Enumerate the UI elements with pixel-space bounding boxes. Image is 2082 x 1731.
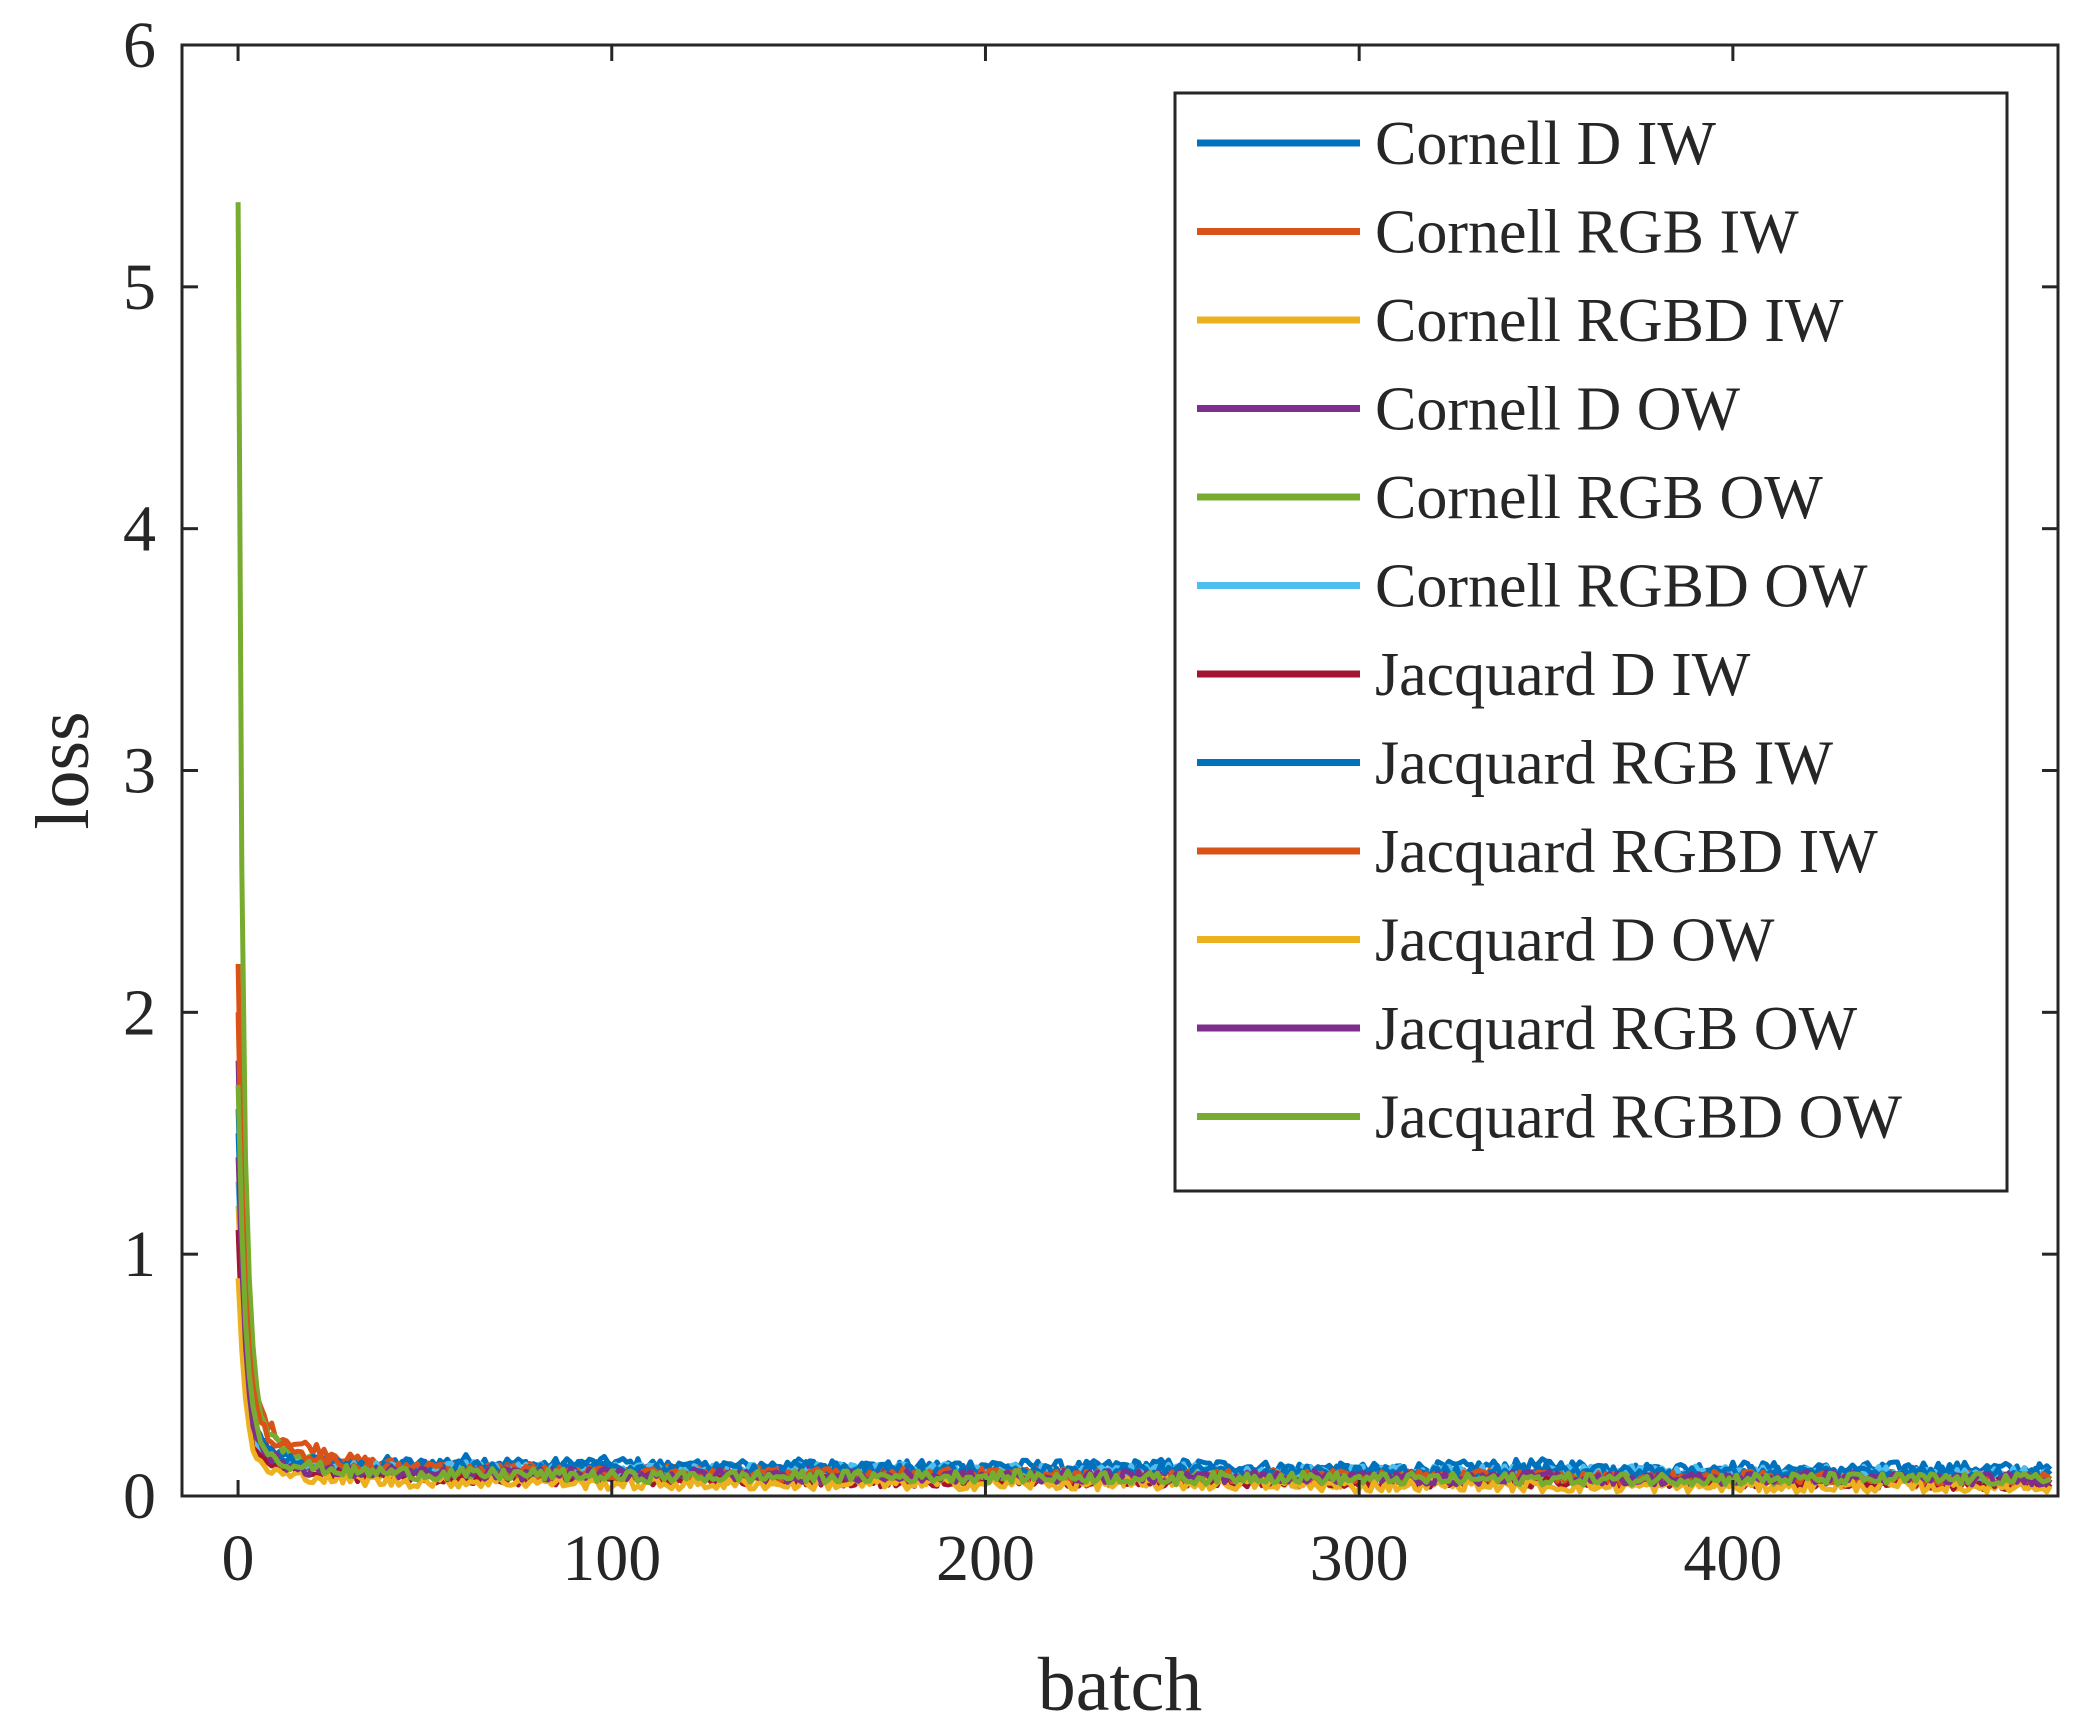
series-line-12 (235, 1084, 2052, 1488)
legend-label: Cornell RGB OW (1375, 464, 1823, 532)
legend-label: Cornell RGBD OW (1375, 553, 1868, 621)
legend-label: Cornell D OW (1375, 376, 1741, 444)
legend-label: Jacquard RGB OW (1375, 995, 1858, 1063)
legend-label: Jacquard D IW (1375, 641, 1751, 709)
x-tick-label: 200 (936, 1522, 1035, 1595)
legend-label: Jacquard D OW (1375, 907, 1775, 975)
y-tick-label: 5 (123, 251, 156, 324)
legend-label: Jacquard RGBD IW (1375, 818, 1878, 886)
x-tick-label: 0 (222, 1522, 255, 1595)
series-layer (235, 202, 2053, 1495)
x-axis-title: batch (1038, 1643, 1203, 1727)
y-tick-label: 2 (123, 976, 156, 1049)
y-axis-title: loss (21, 711, 105, 829)
x-tick-label: 100 (562, 1522, 661, 1595)
ticks-layer: 0 100 200 300 400 0 1 2 3 4 5 6 (123, 9, 2058, 1595)
y-tick-label: 1 (123, 1218, 156, 1291)
legend-label: Jacquard RGBD OW (1375, 1084, 1902, 1152)
legend-box (1173, 91, 2009, 1193)
x-tick-label: 400 (1683, 1522, 1782, 1595)
y-tick-label: 6 (123, 9, 156, 82)
y-tick-label: 3 (123, 735, 156, 808)
x-tick-label: 300 (1310, 1522, 1409, 1595)
series-line-10 (235, 1278, 2053, 1495)
legend-label: Cornell RGB IW (1375, 199, 1799, 267)
y-tick-label: 0 (123, 1460, 156, 1533)
legend: Cornell D IW Cornell RGB IW Cornell RGBD I… (1173, 91, 2009, 1193)
legend-label: Cornell D IW (1375, 110, 1716, 178)
legend-label: Cornell RGBD IW (1375, 287, 1844, 355)
legend-label: Jacquard RGB IW (1375, 730, 1833, 798)
y-tick-label: 4 (123, 493, 156, 566)
